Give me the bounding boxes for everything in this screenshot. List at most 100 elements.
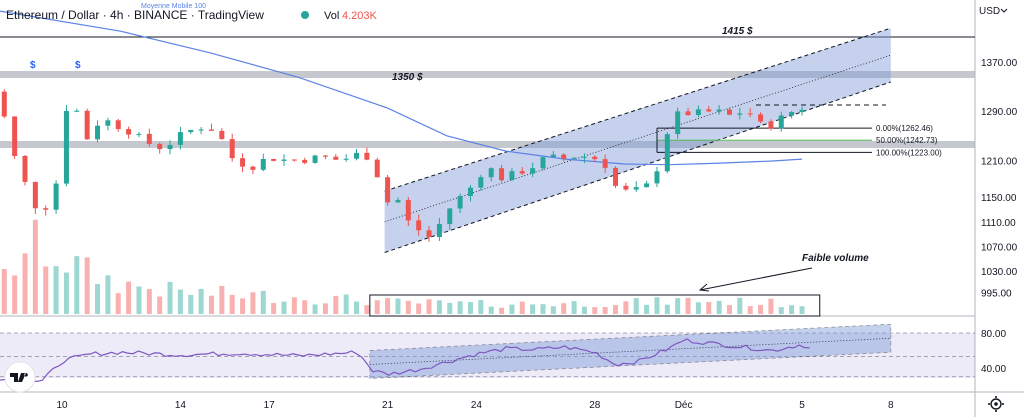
volume-bar	[84, 257, 90, 314]
candle-body	[457, 196, 463, 209]
level-label-1415: 1415 $	[722, 26, 753, 37]
volume-bar	[43, 266, 49, 314]
candle-body	[198, 129, 204, 131]
fib-level-label: 50.00%(1242.73)	[876, 136, 938, 145]
gear-icon[interactable]	[988, 396, 1004, 412]
price-tick-label: 1110.00	[981, 218, 1016, 229]
candle-body	[84, 110, 90, 140]
price-tick-label: 1210.00	[981, 156, 1018, 167]
volume-bar	[488, 306, 494, 314]
ma100-line	[0, 10, 803, 166]
volume-bar	[447, 302, 453, 314]
candle-body	[488, 168, 494, 178]
volume-bar	[633, 298, 639, 314]
time-tick-label: Déc	[675, 400, 693, 411]
candle-body	[758, 114, 764, 122]
volume-bar	[208, 295, 214, 314]
time-tick-label: 24	[471, 400, 483, 411]
time-tick-label: 21	[382, 400, 394, 411]
chevron-down-icon[interactable]	[1000, 8, 1008, 13]
candle-body	[478, 177, 484, 188]
candle-body	[354, 152, 360, 159]
price-tick-label: 1370.00	[981, 58, 1018, 69]
volume-bar	[623, 301, 629, 314]
volume-bar	[581, 306, 587, 314]
volume-bar	[333, 295, 339, 314]
dividend-marker-1: $	[30, 60, 36, 71]
volume-bar	[706, 302, 712, 314]
volume-bar	[426, 299, 432, 314]
volume-bar	[271, 303, 277, 314]
candle-body	[592, 156, 598, 160]
candle-body	[550, 154, 556, 158]
fib-retracement: 0.00%(1262.46) 50.00%(1242.73) 100.00%(122…	[656, 104, 942, 157]
candle-body	[343, 158, 349, 160]
volume-bar	[198, 288, 204, 314]
volume-bar	[343, 294, 349, 314]
candle-body	[799, 109, 805, 113]
volume-bar	[726, 305, 732, 314]
candle-body	[695, 109, 701, 116]
rsi-tick-label: 80.00	[981, 329, 1006, 340]
volume-bar	[250, 292, 256, 314]
tradingview-logo-mark	[10, 373, 28, 382]
rsi-channel	[369, 323, 892, 379]
volume-bar	[240, 298, 246, 314]
volume-bar	[467, 302, 473, 314]
candle-body	[74, 110, 80, 112]
volume-bar	[592, 307, 598, 314]
candle-body	[726, 109, 732, 115]
volume-bar	[126, 281, 132, 314]
volume-bar	[115, 293, 121, 314]
volume-bar	[789, 305, 795, 314]
vol-label: Vol	[324, 10, 339, 22]
candle-body	[737, 113, 743, 115]
volume-bar	[436, 300, 442, 314]
candle-body	[581, 156, 587, 158]
price-tick-label: 1290.00	[981, 107, 1018, 118]
volume-bar	[291, 297, 297, 314]
candle-body	[519, 171, 525, 174]
candle-body	[32, 181, 38, 209]
candle-body	[374, 159, 380, 178]
currency-selector[interactable]: USD	[979, 6, 1000, 17]
candle-body	[602, 159, 608, 168]
candle-body	[219, 130, 225, 140]
symbol-title: Ethereum / Dollar · 4h · BINANCE · Tradi…	[6, 8, 264, 22]
volume-bar	[219, 285, 225, 314]
volume-bar	[105, 275, 111, 314]
candle-body	[499, 168, 505, 181]
rsi-band	[0, 333, 975, 378]
candle-body	[63, 110, 69, 184]
candle-body	[260, 158, 266, 170]
channel-mid-line	[384, 54, 891, 223]
time-axis-labels: 10 14 17 21 24 28 Déc 5 8	[56, 400, 894, 411]
volume-bar	[63, 272, 69, 314]
candle-body	[312, 155, 318, 163]
volume-bar	[22, 253, 28, 314]
market-status-icon	[301, 11, 309, 19]
volume-bar	[32, 219, 38, 314]
candle-body	[302, 159, 308, 163]
volume-bars	[1, 219, 805, 314]
price-axis-labels: 1370.00 1290.00 1210.00 1150.00 1110.00 1070.…	[981, 58, 1018, 300]
candle-body	[675, 111, 681, 135]
candle-body	[188, 129, 194, 133]
candle-body	[623, 185, 629, 190]
volume-bar	[478, 300, 484, 314]
annotation-low-volume: Faible volume	[802, 253, 869, 264]
candle-body	[664, 134, 670, 172]
volume-bar	[654, 297, 660, 314]
volume-bar	[146, 289, 152, 314]
volume-bar	[540, 304, 546, 314]
candle-body	[115, 120, 121, 130]
volume-bar	[737, 297, 743, 314]
volume-highlight-box	[369, 294, 821, 317]
candle-body	[126, 129, 132, 135]
level-label-1350: 1350 $	[392, 72, 423, 83]
candle-body	[22, 155, 28, 182]
price-tick-label: 1070.00	[981, 242, 1018, 253]
channel-lower-line	[384, 81, 891, 254]
candle-body	[467, 187, 473, 197]
volume-bar	[364, 305, 370, 314]
